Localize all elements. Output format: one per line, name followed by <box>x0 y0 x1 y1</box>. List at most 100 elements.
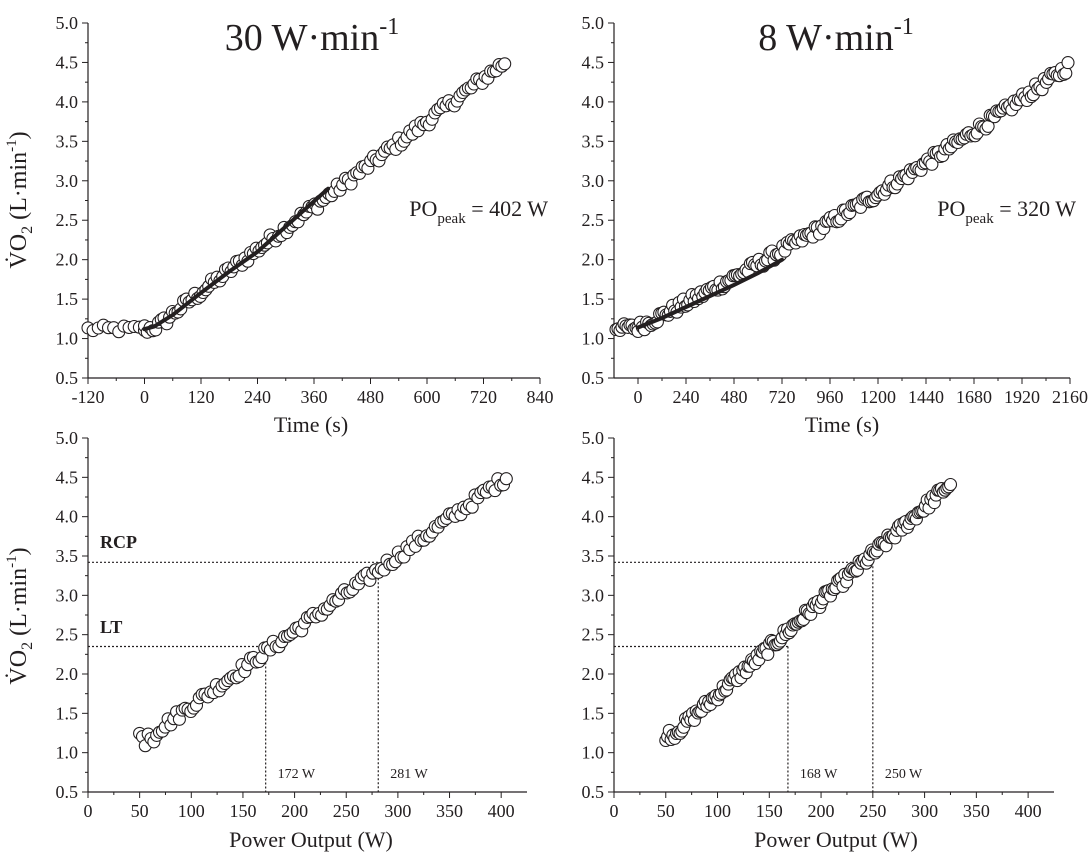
y-tick-label: 2.5 <box>56 625 79 645</box>
y-tick-label: 1.5 <box>582 703 605 723</box>
x-axis-label: Time (s) <box>805 412 879 437</box>
panel-top-right: 8 W·min-1 POpeak = 320 W Time (s) 0.5 1.0… <box>582 13 1089 437</box>
threshold-value-label: 172 W <box>278 767 316 782</box>
y-tick-label: 0.5 <box>56 368 79 388</box>
y-tick-label: 3.0 <box>56 171 79 191</box>
y-tick-label: 4.0 <box>56 507 79 527</box>
y-tick-label: 4.5 <box>56 52 79 72</box>
x-tick-label: 400 <box>1015 801 1042 821</box>
y-tick-label: 5.0 <box>56 428 79 448</box>
x-tick-label: 480 <box>721 387 748 407</box>
x-tick-label: 300 <box>911 801 938 821</box>
y-tick-label: 5.0 <box>582 428 605 448</box>
y-tick-label: 4.5 <box>582 467 605 487</box>
y-tick-label: 3.5 <box>56 131 79 151</box>
y-tick-label: 0.5 <box>56 782 79 802</box>
y-axis-label: V̇O2 (L·min-1) <box>4 547 36 684</box>
x-tick-label: 960 <box>817 387 844 407</box>
threshold-value-label: 250 W <box>885 767 923 782</box>
x-tick-label: 360 <box>301 387 328 407</box>
x-tick-label: 240 <box>244 387 271 407</box>
y-tick-label: 5.0 <box>582 13 605 33</box>
y-tick-label: 1.0 <box>56 329 79 349</box>
fit-line <box>142 186 331 332</box>
y-tick-label: 4.5 <box>56 467 79 487</box>
x-tick-label: 0 <box>634 387 643 407</box>
x-axis-label: Time (s) <box>274 412 348 437</box>
po-peak-annotation: POpeak = 402 W <box>409 196 548 227</box>
x-tick-label: 200 <box>281 801 308 821</box>
y-tick-label: 2.0 <box>582 250 605 270</box>
x-tick-label: 100 <box>704 801 731 821</box>
data-point <box>943 477 958 492</box>
y-tick-label: 0.5 <box>582 782 605 802</box>
y-tick-label: 3.0 <box>56 585 79 605</box>
y-tick-label: 1.0 <box>56 743 79 763</box>
lt-label: LT <box>100 617 122 637</box>
x-tick-label: 200 <box>808 801 835 821</box>
x-tick-label: 350 <box>963 801 990 821</box>
fit-line <box>636 257 784 330</box>
y-tick-label: 2.0 <box>56 250 79 270</box>
panel-bottom-right: Power Output (W) 0.5 1.0 1.5 2.0 2.5 3.0 3.5 4.… <box>582 428 1054 852</box>
x-tick-label: 120 <box>188 387 215 407</box>
panel-title: 8 W·min-1 <box>758 14 913 59</box>
y-tick-label: 1.5 <box>582 289 605 309</box>
x-axis-label: Power Output (W) <box>754 827 918 852</box>
x-tick-label: 600 <box>414 387 441 407</box>
y-tick-label: 2.5 <box>582 210 605 230</box>
x-tick-label: 150 <box>756 801 783 821</box>
y-tick-label: 3.0 <box>582 585 605 605</box>
x-tick-label: 250 <box>333 801 360 821</box>
x-tick-label: 150 <box>229 801 256 821</box>
y-tick-label: 4.0 <box>582 92 605 112</box>
x-tick-label: 840 <box>527 387 554 407</box>
y-tick-label: 4.5 <box>582 52 605 72</box>
x-axis-label: Power Output (W) <box>229 827 393 852</box>
rcp-label: RCP <box>100 532 137 552</box>
x-tick-label: 1440 <box>908 387 944 407</box>
y-tick-label: 1.0 <box>582 329 605 349</box>
y-tick-label: 1.0 <box>582 743 605 763</box>
y-tick-label: 1.5 <box>56 289 79 309</box>
x-tick-label: 50 <box>657 801 675 821</box>
y-tick-label: 2.5 <box>582 625 605 645</box>
x-tick-label: 100 <box>178 801 205 821</box>
y-tick-label: 3.0 <box>582 171 605 191</box>
x-tick-label: 720 <box>470 387 497 407</box>
y-tick-label: 1.5 <box>56 703 79 723</box>
x-tick-label: 720 <box>769 387 796 407</box>
y-tick-label: 2.5 <box>56 210 79 230</box>
x-tick-label: 0 <box>84 801 93 821</box>
y-tick-label: 3.5 <box>582 131 605 151</box>
threshold-value-label: 168 W <box>800 767 838 782</box>
y-tick-label: 4.0 <box>582 507 605 527</box>
x-tick-label: 0 <box>610 801 619 821</box>
panel-top-left: 30 W·min-1 POpeak = 402 W Time (s) V̇O2 … <box>4 13 554 437</box>
panel-title: 30 W·min-1 <box>225 14 399 59</box>
y-tick-label: 3.5 <box>56 546 79 566</box>
data-point <box>1059 66 1073 80</box>
data-point <box>499 472 513 486</box>
x-tick-label: 480 <box>357 387 384 407</box>
threshold-value-label: 281 W <box>390 767 428 782</box>
x-tick-label: 1680 <box>956 387 992 407</box>
data-point <box>498 57 512 71</box>
x-tick-label: 1920 <box>1004 387 1040 407</box>
y-axis-label: V̇O2 (L·min-1) <box>4 131 36 268</box>
y-tick-label: 2.0 <box>56 664 79 684</box>
x-tick-label: 300 <box>384 801 411 821</box>
data-point <box>1061 56 1075 70</box>
y-tick-label: 2.0 <box>582 664 605 684</box>
x-tick-label: 0 <box>140 387 149 407</box>
x-tick-label: 240 <box>673 387 700 407</box>
y-tick-label: 0.5 <box>582 368 605 388</box>
y-tick-label: 3.5 <box>582 546 605 566</box>
x-tick-label: 1200 <box>860 387 896 407</box>
x-tick-label: 2160 <box>1052 387 1088 407</box>
y-tick-label: 5.0 <box>56 13 79 33</box>
x-tick-label: 50 <box>131 801 149 821</box>
x-tick-label: -120 <box>72 387 105 407</box>
x-tick-label: 350 <box>436 801 463 821</box>
